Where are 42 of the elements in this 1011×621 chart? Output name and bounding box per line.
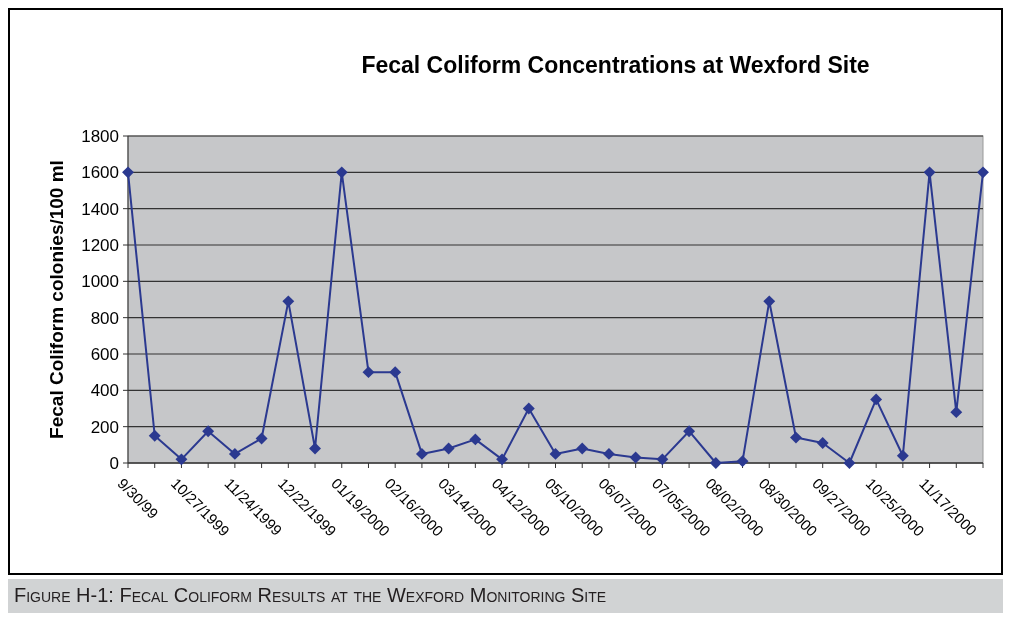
point [255, 432, 268, 445]
y-tick-label: 1600 [81, 163, 119, 183]
chart-title: Fecal Coliform Concentrations at Wexford Site [361, 52, 870, 78]
point [549, 447, 562, 460]
point [656, 453, 669, 466]
point [362, 366, 375, 379]
y-tick-label: 1000 [81, 272, 119, 292]
point [496, 453, 508, 466]
y-tick-label: 1400 [81, 199, 119, 219]
text: Figure H-1: Fecal Coliform Results at the Wexford Monitoring Site [14, 584, 607, 606]
point [683, 425, 696, 438]
y-tick-label: 400 [90, 381, 119, 401]
y-tick-label: 0 [109, 453, 119, 473]
point [843, 457, 856, 469]
point [469, 433, 482, 446]
point [896, 449, 909, 462]
y-tick-label: 600 [90, 344, 119, 364]
y-tick-label: 1200 [81, 235, 119, 255]
point [522, 402, 535, 415]
y-axis-title: Fecal Coliform colonies/100 ml [46, 160, 67, 439]
point [148, 429, 161, 442]
point [870, 393, 883, 406]
point [309, 442, 321, 455]
point [950, 406, 963, 419]
y-tick-label: 800 [90, 308, 119, 328]
point [576, 442, 589, 455]
point [603, 447, 615, 460]
y-tick-label: 200 [90, 417, 119, 437]
point [389, 366, 402, 379]
point [442, 442, 455, 455]
point [790, 431, 802, 444]
y-tick-label: 1800 [81, 126, 119, 146]
point [228, 447, 241, 460]
point [629, 451, 642, 464]
point [816, 437, 829, 449]
point [202, 425, 215, 438]
point [709, 457, 722, 469]
point [122, 166, 134, 179]
point [415, 447, 428, 460]
point [977, 166, 989, 179]
point [175, 453, 188, 466]
point [736, 455, 749, 468]
